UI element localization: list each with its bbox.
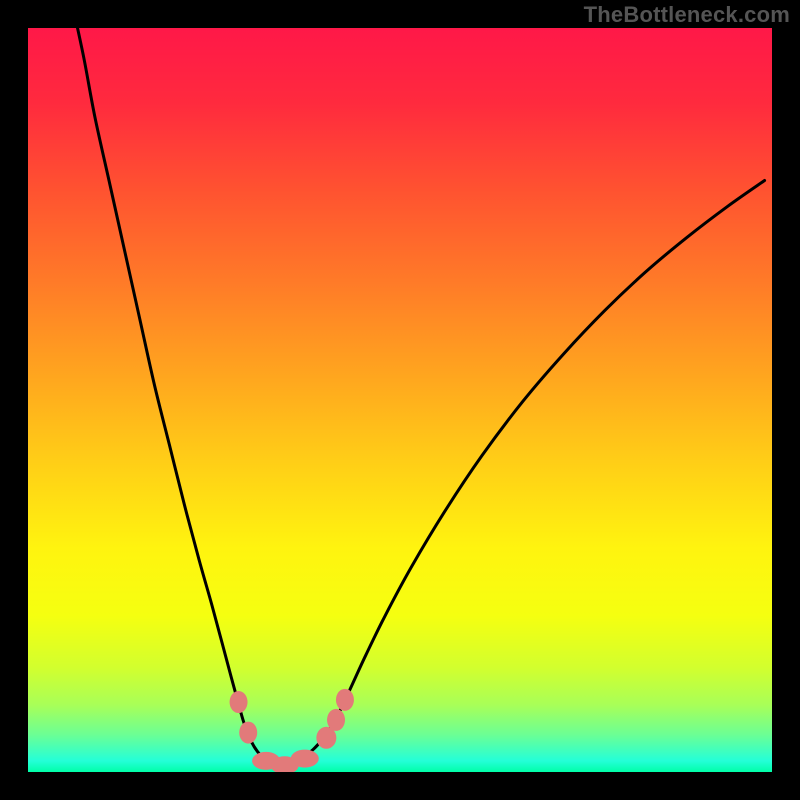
watermark-text: TheBottleneck.com bbox=[584, 2, 790, 28]
curve-marker bbox=[327, 709, 345, 731]
gradient-background bbox=[28, 28, 772, 772]
chart-svg bbox=[28, 28, 772, 772]
curve-marker bbox=[230, 691, 248, 713]
chart-plot-area bbox=[28, 28, 772, 772]
curve-marker bbox=[336, 689, 354, 711]
curve-marker bbox=[239, 722, 257, 744]
curve-marker bbox=[291, 750, 319, 768]
